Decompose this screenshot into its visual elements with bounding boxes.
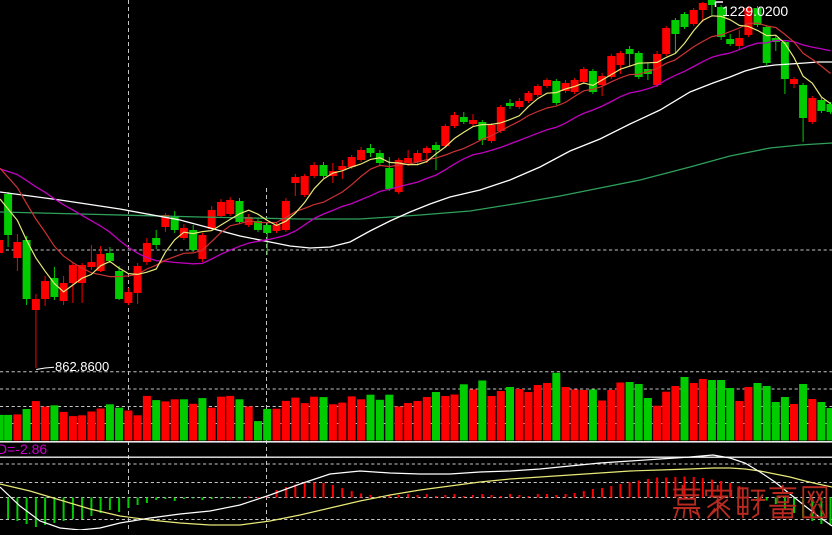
svg-text:1229.0200: 1229.0200: [722, 3, 788, 19]
svg-text:862.8600: 862.8600: [55, 359, 109, 374]
svg-text:D=-2.86: D=-2.86: [0, 441, 47, 457]
